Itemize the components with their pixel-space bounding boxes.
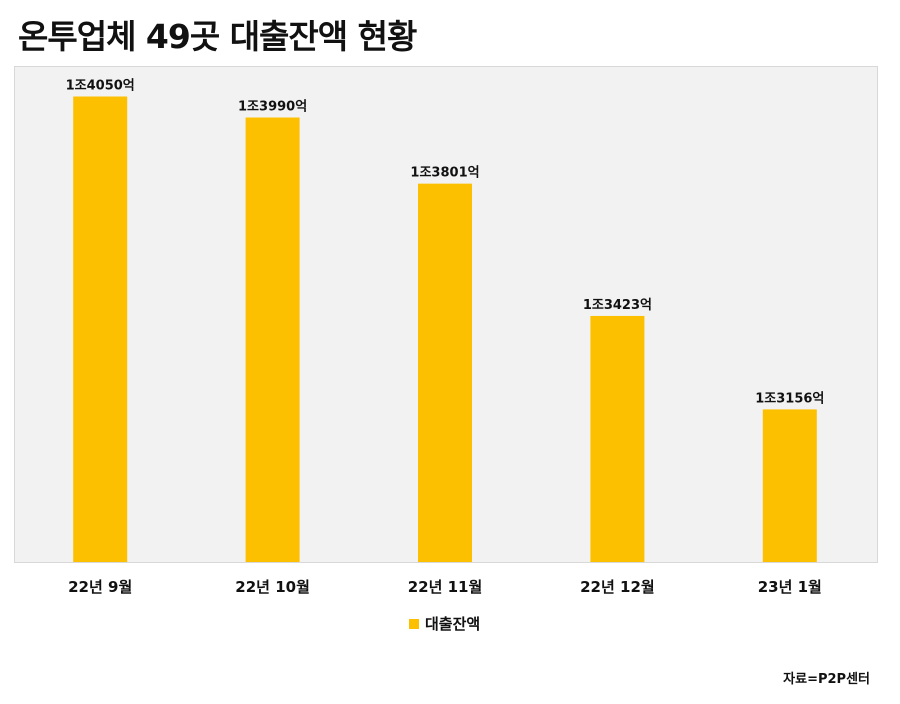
x-tick-label: 23년 1월 (758, 578, 822, 596)
data-label: 1조4050억 (66, 79, 135, 94)
bar (73, 96, 128, 562)
data-label: 1조3801억 (410, 166, 479, 181)
data-label: 1조3423억 (583, 298, 652, 313)
legend-label: 대출잔액 (425, 615, 481, 633)
legend-swatch (409, 618, 419, 629)
bar (762, 409, 817, 562)
x-tick-label: 22년 9월 (68, 578, 132, 596)
data-label: 1조3156억 (755, 391, 824, 406)
bar (245, 117, 300, 562)
page-title: 온투업체 49곳 대출잔액 현황 (18, 17, 417, 56)
x-tick-label: 22년 11월 (408, 578, 483, 596)
bar (590, 315, 645, 562)
source-note: 자료=P2P센터 (783, 672, 870, 687)
data-label: 1조3990억 (238, 100, 307, 115)
legend[interactable]: 대출잔액 (409, 613, 480, 634)
x-tick-label: 22년 10월 (235, 578, 310, 596)
bar (418, 183, 472, 562)
x-tick-label: 22년 12월 (580, 578, 655, 596)
